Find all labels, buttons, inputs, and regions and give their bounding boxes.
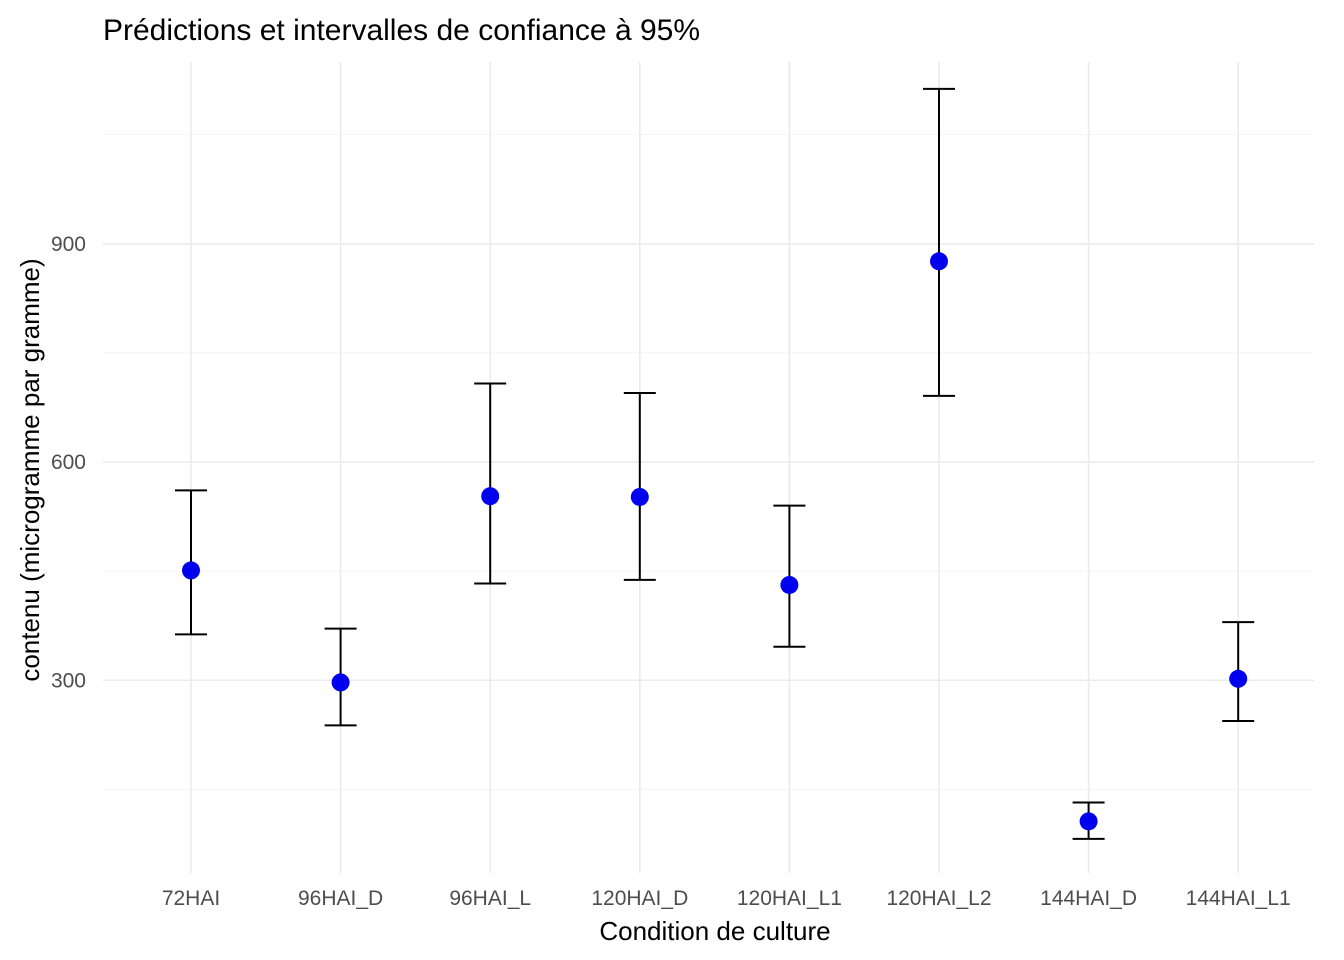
x-tick-label: 120HAI_D [591,887,688,910]
error-bar [623,391,656,581]
x-tick-label: 96HAI_D [298,887,383,910]
data-point [331,673,350,692]
y-axis-tick-labels: 300 600 900 [51,233,86,692]
data-point [630,487,649,506]
y-axis-title: contenu (microgramme par gramme) [15,258,45,681]
data-point [930,252,948,271]
x-tick-label: 120HAI_L2 [886,887,991,910]
y-tick-label: 600 [51,451,86,474]
y-tick-label: 900 [51,233,86,256]
x-tick-label: 120HAI_L1 [737,887,842,910]
grid-minor-lines [103,134,1314,790]
error-bar [923,87,955,397]
x-tick-label: 144HAI_L1 [1186,887,1291,910]
data-point [1229,669,1248,688]
chart-marks [175,87,1255,840]
x-tick-label: 144HAI_D [1040,887,1137,910]
data-point [481,487,500,506]
data-point [182,561,200,580]
x-axis-tick-labels: 72HAI 96HAI_D 96HAI_L 120HAI_D 120HAI_L1 120H… [162,887,1291,910]
data-point [780,575,799,594]
y-tick-label: 300 [51,669,86,692]
data-point [1079,812,1098,831]
x-tick-label: 96HAI_L [449,887,531,910]
chart-title: Prédictions et intervalles de confiance … [103,14,700,47]
x-tick-label: 72HAI [162,887,220,910]
grid-major-lines [103,62,1314,873]
error-bar [474,382,507,585]
x-axis-title: Condition de culture [599,916,830,946]
